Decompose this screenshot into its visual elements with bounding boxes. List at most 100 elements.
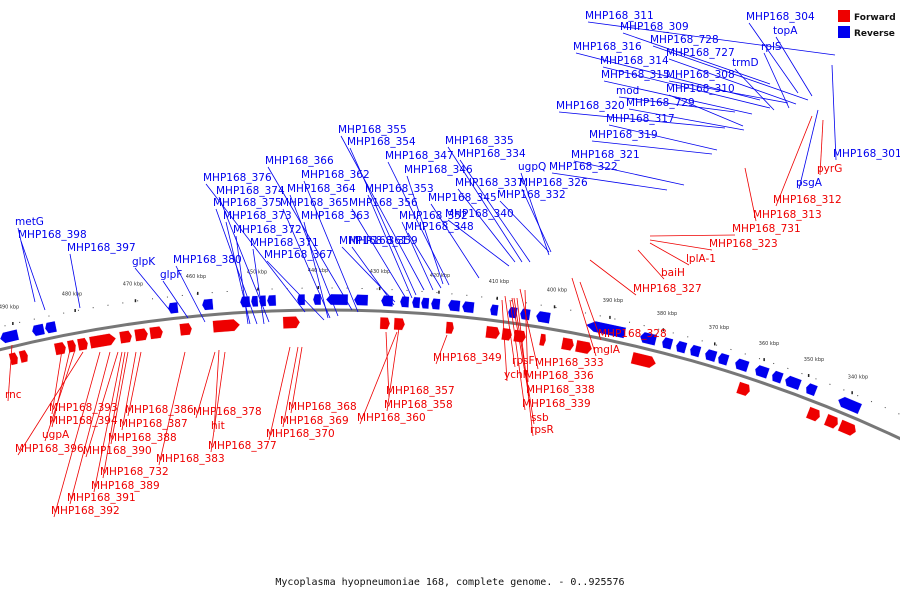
forward-gene-block [485,325,501,340]
scale-label: 360 kbp [759,341,779,347]
reverse-gene-block [250,295,259,308]
leader-line [93,351,123,493]
genome-backbone [0,308,900,441]
reverse-gene-label: MHP168_321 [571,149,640,161]
forward-gene-label: MHP168_731 [732,223,801,235]
leader-line [516,297,534,437]
leader-line [520,172,550,256]
scale-label: 400 kbp [547,288,567,294]
reverse-gene-block [380,295,394,307]
leader-line [20,240,46,311]
scale-label: 410 kbp [489,279,509,285]
forward-gene-label: MHP168_396 [15,443,84,455]
forward-gene-block [805,406,821,422]
scale-tick [553,305,556,309]
leader-line [213,349,220,433]
reverse-gene-label: rplS [761,41,782,53]
leader-line [385,331,390,398]
reverse-gene-block [489,304,499,317]
forward-gene-block [53,341,67,356]
forward-gene-label: rpsR [530,424,554,436]
scale-label: 490 kbp [0,304,19,310]
reverse-gene-label: MHP168_371 [250,237,319,249]
reverse-gene-label: MHP168_361 [339,235,408,247]
forward-gene-label: mglA [593,344,621,356]
reverse-gene-label: glpK [132,256,156,268]
reverse-gene-label: MHP168_320 [556,100,625,112]
leader-line [573,160,685,186]
leader-line [367,194,413,299]
leader-line [340,135,425,291]
scale-tick [763,358,765,362]
scale-label: 350 kbp [804,357,824,363]
reverse-gene-label: MHP168_326 [519,177,588,189]
reverse-gene-label: MHP168_354 [347,136,416,148]
forward-gene-label: MHP168_360 [357,412,426,424]
forward-gene-block [630,351,657,369]
leader-line [51,349,71,428]
leader-line [649,242,690,266]
forward-gene-label: MHP168_391 [67,492,136,504]
leader-line [401,221,434,291]
forward-gene-block [735,381,751,397]
reverse-gene-label: MHP168_334 [457,148,526,160]
leader-line [267,166,353,311]
leader-line [819,119,824,176]
leader-line [831,64,837,161]
forward-gene-label: ssb [531,412,549,424]
scale-tick [257,287,259,291]
reverse-gene-label: MHP168_380 [173,254,242,266]
leader-line [44,349,76,442]
forward-gene-label: MHP168_378 [193,406,262,418]
forward-gene-label: rnc [5,389,22,401]
reverse-gene-label: MHP168_335 [445,135,514,147]
leader-line [608,124,718,151]
reverse-gene-block [689,344,702,358]
legend-label: Forward [854,13,896,23]
legend: Forward Reverse [838,10,896,39]
reverse-gene-label: MHP168_332 [497,189,566,201]
reverse-gene-label: MHP168_362 [301,169,370,181]
reverse-gene-label: MHP168_355 [338,124,407,136]
reverse-gene-block [201,298,214,311]
reverse-gene-label: trmD [732,57,759,69]
forward-gene-label: MHP168_394 [49,415,118,427]
leader-line [649,234,736,237]
forward-gene-label: MHP168_333 [535,357,604,369]
forward-gene-block [76,337,89,352]
forward-gene-label: MHP168_390 [83,445,152,457]
reverse-gene-label: MHP168_301 [833,148,900,160]
label-leader-lines [7,21,837,518]
reverse-gene-label: MHP168_315 [601,69,670,81]
scale-tick [807,374,810,377]
reverse-gene-label: MHP168_353 [365,183,434,195]
reverse-gene-label: MHP168_314 [600,55,669,67]
scale-tick [714,342,716,346]
leader-line [406,175,444,285]
reverse-gene-block [639,331,658,346]
reverse-gene-label: MHP168_322 [549,161,618,173]
reverse-gene-label: MHP168_375 [213,197,282,209]
scale-tick [197,291,199,295]
legend-label: Reverse [854,29,895,39]
leader-line [622,32,771,85]
forward-gene-block [282,316,301,329]
scale-marks: 490 kbp 480 kbp 470 kbp 460 kbp 450 kbp 440 k… [0,268,868,395]
forward-gene-block [837,419,857,437]
legend-swatch [838,10,850,22]
reverse-gene-block [754,364,771,380]
scale-tick [662,328,665,332]
forward-gene-block [823,413,839,429]
leader-line [282,346,299,428]
forward-gene-label: MHP168_732 [100,466,169,478]
reverse-gene-label: MHP168_363 [301,210,370,222]
reverse-gene-label: MHP168_729 [626,97,695,109]
reverse-gene-label: MHP168_367 [264,249,333,261]
leader-line [652,45,809,101]
forward-gene-block [445,321,455,335]
leader-line [509,299,526,411]
forward-gene-block [118,330,133,344]
reverse-gene-block [734,358,750,373]
forward-gene-label: MHP168_339 [522,398,591,410]
